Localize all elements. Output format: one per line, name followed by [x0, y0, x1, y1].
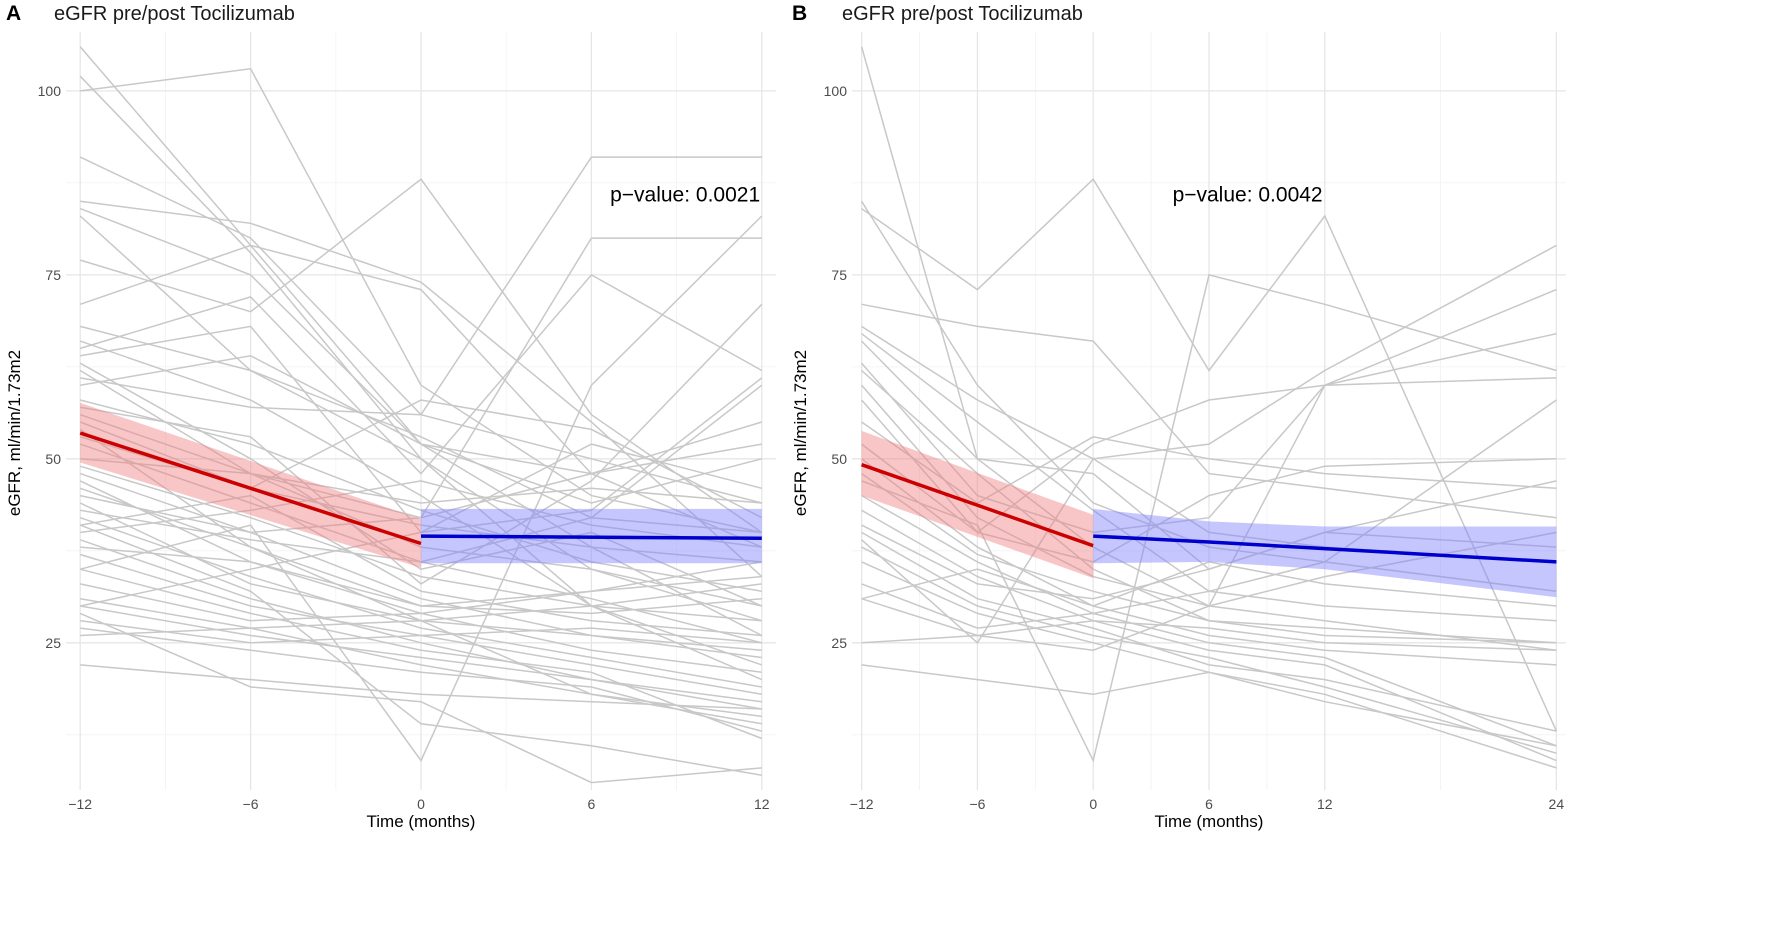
patient-trajectory	[861, 340, 1557, 651]
patient-trajectory	[80, 664, 762, 710]
x-tick-label: 24	[1549, 796, 1565, 812]
y-tick-label: 100	[38, 83, 62, 99]
patient-trajectory	[80, 156, 762, 416]
patient-trajectory	[80, 215, 763, 763]
patient-trajectory	[80, 509, 762, 563]
patient-trajectory	[80, 619, 762, 644]
x-tick-label: 6	[588, 796, 596, 812]
y-tick-label: 75	[831, 267, 847, 283]
panel-b: B eGFR pre/post Tocilizumab −12 −6 0 6 12 24 2…	[791, 2, 1566, 831]
patient-trajectory	[80, 377, 763, 607]
panel-b-y-axis-label: eGFR, ml/min/1.73m2	[791, 350, 810, 516]
x-tick-label: −12	[850, 796, 874, 812]
x-tick-label: 6	[1205, 796, 1213, 812]
post-fit-line	[420, 534, 762, 541]
patient-trajectory	[861, 303, 1557, 519]
panel-a-x-axis-label: Time (months)	[367, 812, 476, 831]
x-tick-label: 12	[754, 796, 770, 812]
panel-b-trajectories	[860, 46, 1558, 769]
patient-trajectory	[861, 178, 1558, 732]
patient-trajectory	[79, 612, 762, 784]
panel-b-p-value: p−value: 0.0042	[1173, 183, 1323, 206]
y-tick-label: 100	[824, 83, 848, 99]
pre-confidence-band	[80, 402, 421, 568]
patient-trajectory	[80, 494, 762, 637]
x-tick-label: −12	[68, 796, 92, 812]
patient-trajectory	[861, 531, 1557, 651]
patient-trajectory	[861, 619, 1557, 651]
panel-a-title: eGFR pre/post Tocilizumab	[54, 3, 295, 25]
post-confidence-band	[1093, 508, 1557, 598]
patient-trajectory	[80, 355, 762, 504]
panel-a-ticks: −12 −6 0 6 12 25 50 75 100	[38, 83, 770, 812]
patient-trajectory	[80, 303, 763, 585]
post-fit-line	[1093, 534, 1557, 564]
panel-b-ticks: −12 −6 0 6 12 24 25 50 75 100	[824, 83, 1565, 812]
patient-trajectory	[861, 333, 1557, 622]
panel-a-fits	[79, 402, 762, 568]
patient-trajectory	[861, 421, 1557, 504]
patient-trajectory	[79, 237, 762, 519]
patient-trajectory	[861, 458, 1557, 666]
pre-fit-line	[79, 431, 422, 546]
patient-trajectory	[80, 399, 762, 593]
x-tick-label: −6	[243, 796, 259, 812]
y-tick-label: 25	[45, 635, 61, 651]
patient-trajectory	[861, 546, 1557, 754]
y-tick-label: 25	[831, 635, 847, 651]
patient-trajectory	[861, 509, 1557, 762]
patient-trajectory	[861, 273, 1557, 763]
patient-trajectory	[79, 178, 763, 534]
pre-fit-line	[861, 463, 1094, 548]
panel-b-letter: B	[792, 2, 807, 25]
patient-trajectory	[861, 377, 1557, 607]
panel-a-grid	[66, 32, 776, 790]
x-tick-label: 12	[1317, 796, 1333, 812]
x-tick-label: −6	[969, 796, 985, 812]
panel-a: A eGFR pre/post Tocilizumab −12 −6 0 6 12 25 5…	[5, 2, 776, 831]
patient-trajectory	[79, 539, 762, 710]
x-tick-label: 0	[417, 796, 425, 812]
patient-trajectory	[861, 561, 1557, 769]
patient-trajectory	[80, 546, 762, 615]
patient-trajectory	[861, 472, 1557, 644]
patient-trajectory	[861, 561, 1557, 607]
patient-trajectory	[80, 67, 762, 534]
patient-trajectory	[79, 421, 762, 563]
patient-trajectory	[80, 561, 762, 622]
patient-trajectory	[80, 480, 762, 548]
patient-trajectory	[861, 399, 1557, 629]
panel-b-fits	[861, 430, 1557, 598]
y-tick-label: 50	[45, 451, 61, 467]
panel-a-y-axis-label: eGFR, ml/min/1.73m2	[5, 350, 24, 516]
patient-trajectory	[80, 605, 762, 703]
panel-b-grid	[852, 32, 1566, 790]
patient-trajectory	[79, 524, 762, 777]
patient-trajectory	[80, 627, 762, 732]
patient-trajectory	[861, 288, 1557, 534]
patient-trajectory	[861, 332, 1557, 534]
patient-trajectory	[80, 325, 763, 519]
x-tick-label: 0	[1089, 796, 1097, 812]
patient-trajectory	[861, 664, 1557, 747]
panel-a-letter: A	[6, 2, 21, 25]
panel-b-title: eGFR pre/post Tocilizumab	[842, 3, 1083, 25]
y-tick-label: 50	[831, 451, 847, 467]
y-tick-label: 75	[45, 267, 61, 283]
patient-trajectory	[80, 583, 762, 637]
patient-trajectory	[79, 244, 763, 548]
patient-trajectory	[80, 568, 763, 740]
patient-trajectory	[79, 273, 763, 475]
patient-trajectory	[79, 472, 762, 659]
panel-a-p-value: p−value: 0.0021	[610, 183, 760, 206]
panel-a-trajectories	[79, 46, 763, 784]
patient-trajectory	[79, 340, 763, 681]
panel-b-x-axis-label: Time (months)	[1155, 812, 1264, 831]
patient-trajectory	[861, 244, 1557, 644]
patient-trajectory	[79, 465, 762, 622]
patient-trajectory	[861, 369, 1557, 644]
